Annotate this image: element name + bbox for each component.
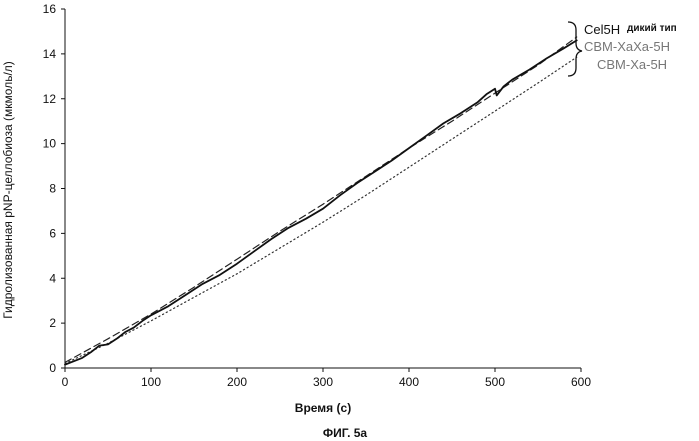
x-tick-label: 0 [62,375,69,389]
y-tick-label: 8 [49,182,56,196]
x-tick-label: 400 [399,375,419,389]
y-axis-title: Гидролизованная pNP-целлобиоза (мкмоль/л… [1,61,15,319]
series-layer [65,37,577,365]
figure-caption: ФИГ. 5а [323,426,368,440]
x-tick-label: 300 [313,375,333,389]
x-tick-label: 600 [571,375,591,389]
series-line-solid [65,40,577,364]
y-tick-label: 6 [49,226,56,240]
y-tick-label: 14 [43,47,57,61]
y-tick-label: 0 [49,361,56,375]
y-tick-label: 10 [43,137,57,151]
y-tick-label: 16 [43,2,57,16]
y-tick-label: 2 [49,316,56,330]
axes: 0 100 200 300 400 500 600 0 2 4 6 8 10 12 14 16 [43,2,592,389]
legend-brace [568,22,582,76]
legend-item-cbm-xaxa-5h: CBM-XaXa-5H [584,39,670,54]
x-tick-label: 500 [485,375,505,389]
series-line-dashed [65,37,577,362]
x-tick-label: 100 [141,375,161,389]
y-tick-label: 12 [43,92,57,106]
legend: Cel5H дикий тип CBM-XaXa-5H CBM-Xa-5H [568,22,677,76]
y-tick-label: 4 [49,271,56,285]
legend-item-cel5h-sub: дикий тип [627,23,677,34]
legend-item-cbm-xa-5h: CBM-Xa-5H [597,57,667,72]
x-tick-label: 200 [227,375,247,389]
legend-item-cel5h: Cel5H [584,22,620,37]
x-axis-title: Время (с) [295,401,351,415]
